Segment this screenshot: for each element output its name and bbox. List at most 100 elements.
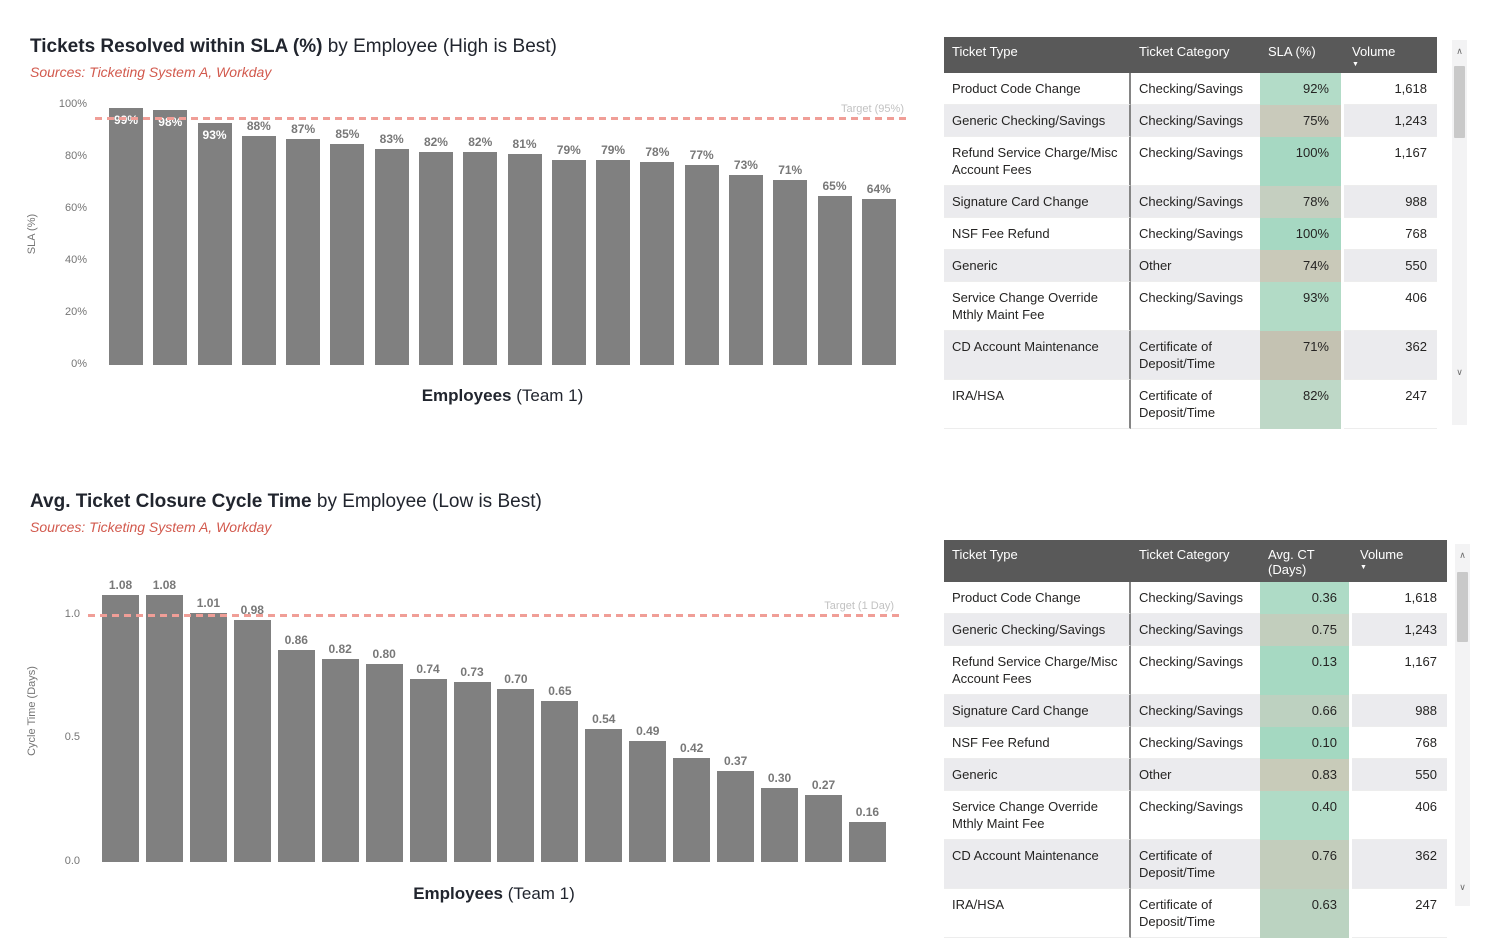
cell-volume[interactable]: 362 — [1344, 331, 1437, 380]
employee-bar[interactable] — [629, 741, 667, 862]
cell-ticket-type[interactable]: NSF Fee Refund — [944, 727, 1131, 759]
column-header-ticket-category[interactable]: Ticket Category — [1131, 540, 1260, 582]
cell-volume[interactable]: 362 — [1352, 840, 1447, 889]
cell-volume[interactable]: 406 — [1344, 282, 1437, 331]
employee-bar[interactable] — [330, 144, 365, 365]
cell-volume[interactable]: 768 — [1352, 727, 1447, 759]
employee-bar[interactable] — [145, 595, 183, 862]
employee-bar[interactable] — [463, 152, 498, 365]
employee-bar[interactable] — [551, 160, 586, 365]
employee-bar[interactable] — [374, 149, 409, 365]
cell-ticket-type[interactable]: Refund Service Charge/Misc Account Fees — [944, 137, 1131, 186]
employee-bar[interactable] — [717, 771, 755, 862]
cell-metric-value[interactable]: 0.40 — [1260, 791, 1352, 840]
cell-ticket-category[interactable]: Checking/Savings — [1131, 646, 1260, 695]
employee-bar[interactable]: 98% — [153, 110, 188, 365]
cell-ticket-category[interactable]: Other — [1131, 759, 1260, 791]
employee-bar[interactable] — [321, 659, 359, 862]
employee-bar[interactable] — [728, 175, 763, 365]
cell-ticket-category[interactable]: Certificate of Deposit/Time — [1131, 331, 1260, 380]
cell-ticket-category[interactable]: Checking/Savings — [1131, 218, 1260, 250]
cell-ticket-type[interactable]: Product Code Change — [944, 73, 1131, 105]
cell-ticket-type[interactable]: Service Change Override Mthly Maint Fee — [944, 282, 1131, 331]
employee-bar[interactable] — [507, 154, 542, 365]
cell-metric-value[interactable]: 0.83 — [1260, 759, 1352, 791]
cell-volume[interactable]: 1,618 — [1344, 73, 1437, 105]
cell-ticket-category[interactable]: Checking/Savings — [1131, 614, 1260, 646]
cell-ticket-category[interactable]: Checking/Savings — [1131, 282, 1260, 331]
employee-bar[interactable] — [189, 613, 227, 862]
column-header-ticket-type[interactable]: Ticket Type — [944, 540, 1131, 582]
employee-bar[interactable] — [453, 682, 491, 862]
cell-volume[interactable]: 1,243 — [1344, 105, 1437, 137]
cell-volume[interactable]: 1,618 — [1352, 582, 1447, 614]
cell-ticket-type[interactable]: IRA/HSA — [944, 380, 1131, 429]
cell-ticket-type[interactable]: Generic — [944, 250, 1131, 282]
employee-bar[interactable] — [848, 822, 886, 862]
cell-metric-value[interactable]: 100% — [1260, 137, 1344, 186]
ct-table-scrollbar[interactable]: ∧ ∨ — [1455, 544, 1470, 906]
column-header-volume[interactable]: Volume ▼ — [1352, 540, 1447, 582]
cell-volume[interactable]: 1,243 — [1352, 614, 1447, 646]
scroll-down-icon[interactable]: ∨ — [1459, 882, 1466, 892]
cell-metric-value[interactable]: 78% — [1260, 186, 1344, 218]
cell-metric-value[interactable]: 0.66 — [1260, 695, 1352, 727]
sla-table-scrollbar[interactable]: ∧ ∨ — [1452, 40, 1467, 425]
employee-bar[interactable] — [817, 196, 852, 365]
cell-ticket-category[interactable]: Certificate of Deposit/Time — [1131, 380, 1260, 429]
column-header-sla-[interactable]: SLA (%) — [1260, 37, 1344, 73]
cell-ticket-type[interactable]: CD Account Maintenance — [944, 331, 1131, 380]
cell-ticket-type[interactable]: Signature Card Change — [944, 695, 1131, 727]
employee-bar[interactable] — [596, 160, 631, 365]
scrollbar-thumb[interactable] — [1454, 66, 1465, 138]
cell-metric-value[interactable]: 71% — [1260, 331, 1344, 380]
cell-volume[interactable]: 247 — [1352, 889, 1447, 938]
cell-ticket-type[interactable]: Service Change Override Mthly Maint Fee — [944, 791, 1131, 840]
cell-metric-value[interactable]: 92% — [1260, 73, 1344, 105]
cell-ticket-type[interactable]: Refund Service Charge/Misc Account Fees — [944, 646, 1131, 695]
cell-ticket-category[interactable]: Checking/Savings — [1131, 727, 1260, 759]
column-header-avg-ct-days-[interactable]: Avg. CT (Days) — [1260, 540, 1352, 582]
cell-ticket-type[interactable]: CD Account Maintenance — [944, 840, 1131, 889]
cell-ticket-type[interactable]: Generic — [944, 759, 1131, 791]
cell-ticket-type[interactable]: NSF Fee Refund — [944, 218, 1131, 250]
employee-bar[interactable] — [773, 180, 808, 365]
cell-ticket-category[interactable]: Certificate of Deposit/Time — [1131, 889, 1260, 938]
column-header-volume[interactable]: Volume ▼ — [1344, 37, 1437, 73]
cell-metric-value[interactable]: 82% — [1260, 380, 1344, 429]
employee-bar[interactable] — [418, 152, 453, 365]
cell-metric-value[interactable]: 0.13 — [1260, 646, 1352, 695]
cell-ticket-category[interactable]: Other — [1131, 250, 1260, 282]
cell-volume[interactable]: 550 — [1352, 759, 1447, 791]
cell-ticket-category[interactable]: Checking/Savings — [1131, 582, 1260, 614]
employee-bar[interactable] — [805, 795, 842, 862]
employee-bar[interactable] — [277, 650, 315, 862]
employee-bar[interactable]: 99% — [109, 108, 143, 365]
cell-metric-value[interactable]: 0.75 — [1260, 614, 1352, 646]
cell-volume[interactable]: 550 — [1344, 250, 1437, 282]
cell-metric-value[interactable]: 100% — [1260, 218, 1344, 250]
employee-bar[interactable] — [102, 595, 139, 862]
cell-metric-value[interactable]: 93% — [1260, 282, 1344, 331]
employee-bar[interactable]: 93% — [197, 123, 232, 365]
scrollbar-thumb[interactable] — [1457, 572, 1468, 642]
cell-volume[interactable]: 1,167 — [1352, 646, 1447, 695]
cell-volume[interactable]: 1,167 — [1344, 137, 1437, 186]
cell-volume[interactable]: 406 — [1352, 791, 1447, 840]
employee-bar[interactable] — [861, 199, 896, 365]
employee-bar[interactable] — [541, 701, 579, 862]
column-header-ticket-type[interactable]: Ticket Type — [944, 37, 1131, 73]
cell-ticket-type[interactable]: Signature Card Change — [944, 186, 1131, 218]
cell-metric-value[interactable]: 74% — [1260, 250, 1344, 282]
cell-metric-value[interactable]: 0.10 — [1260, 727, 1352, 759]
employee-bar[interactable] — [365, 664, 403, 862]
scroll-up-icon[interactable]: ∧ — [1456, 46, 1463, 56]
cell-ticket-category[interactable]: Certificate of Deposit/Time — [1131, 840, 1260, 889]
cell-metric-value[interactable]: 0.63 — [1260, 889, 1352, 938]
cell-metric-value[interactable]: 0.36 — [1260, 582, 1352, 614]
scroll-up-icon[interactable]: ∧ — [1459, 550, 1466, 560]
column-header-ticket-category[interactable]: Ticket Category — [1131, 37, 1260, 73]
employee-bar[interactable] — [673, 758, 711, 862]
employee-bar[interactable] — [241, 136, 276, 365]
cell-ticket-category[interactable]: Checking/Savings — [1131, 186, 1260, 218]
